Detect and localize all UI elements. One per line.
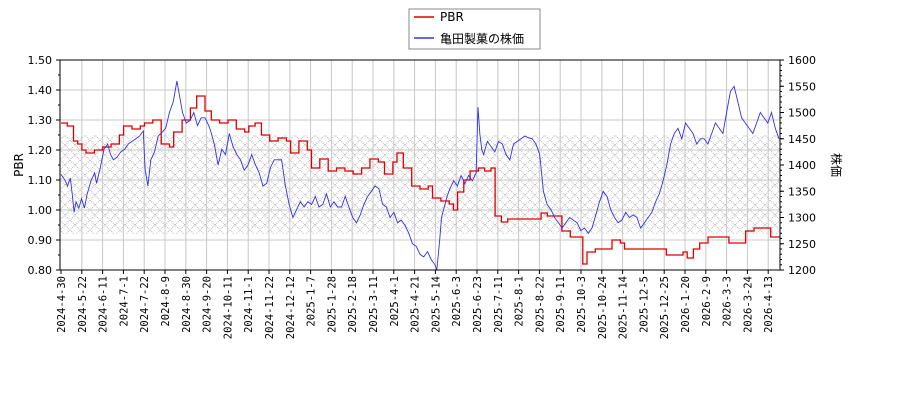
x-tick-label: 2025-12-25 [659,276,671,339]
left-y-tick-label: 1.20 [28,144,53,157]
right-y-axis: 1200 1250 1300 1350 1400 1450 1500 1550 1600 [780,54,816,277]
x-tick-label: 2025-3-11 [368,276,380,333]
right-y-tick-label: 1350 [788,185,816,198]
right-y-axis-title: 株価 [829,153,844,177]
left-y-tick-label: 1.40 [28,84,53,97]
x-tick-label: 2025-12-5 [638,276,650,333]
x-tick-label: 2025-8-22 [534,276,546,333]
x-tick-label: 2024-4-30 [56,276,68,333]
x-tick-label: 2024-6-11 [98,276,110,333]
x-tick-label: 2025-11-14 [618,276,630,339]
left-y-axis: 0.80 0.90 1.00 1.10 1.20 1.30 1.40 1.50 [28,54,60,277]
pbr-line [61,95,780,265]
left-y-tick-label: 1.00 [28,204,53,217]
legend-price-label: 亀田製菓の株価 [440,31,524,46]
legend-box [408,8,541,50]
x-tick-label: 2025-4-1 [389,276,401,327]
x-tick-label: 2025-5-14 [430,276,442,333]
x-tick-label: 2024-9-20 [202,276,214,333]
left-y-axis-title: PBR [12,153,26,177]
x-tick-label: 2024-11-22 [264,276,276,339]
right-y-tick-label: 1300 [788,212,816,225]
x-tick-label: 2026-3-3 [722,276,734,327]
right-y-tick-label: 1450 [788,133,816,146]
x-tick-label: 2025-8-1 [514,276,526,327]
x-tick-label: 2025-1-28 [326,276,338,333]
x-tick-label: 2024-12-12 [285,276,297,339]
x-tick-label: 2025-4-21 [410,276,422,333]
stock-price-line [60,80,780,270]
x-tick-label: 2025-10-3 [576,276,588,333]
right-y-tick-label: 1550 [788,80,816,93]
right-y-tick-label: 1400 [788,159,816,172]
x-axis: 2024-4-30 2024-5-22 2024-6-11 2024-7-1 2024-… [56,270,775,339]
x-tick-label: 2025-2-18 [347,276,359,333]
legend: PBR 亀田製菓の株価 [408,8,541,50]
right-y-tick-label: 1200 [788,264,816,277]
x-tick-label: 2024-8-9 [160,276,172,327]
left-y-tick-label: 1.50 [28,54,53,67]
left-y-tick-label: 0.80 [28,264,53,277]
right-y-tick-label: 1250 [788,238,816,251]
left-y-tick-label: 1.10 [28,174,53,187]
x-tick-label: 2025-9-11 [555,276,567,333]
x-tick-label: 2025-10-24 [597,276,609,339]
left-y-tick-label: 1.30 [28,114,53,127]
x-tick-label: 2026-4-13 [763,276,775,333]
grid-lines [60,60,780,270]
x-tick-label: 2024-11-1 [243,276,255,333]
x-tick-label: 2025-6-3 [451,276,463,327]
legend-pbr-label: PBR [440,10,464,24]
x-tick-label: 2024-7-22 [139,276,151,333]
x-tick-label: 2024-5-22 [77,276,89,333]
right-y-tick-label: 1500 [788,107,816,120]
x-tick-label: 2024-10-11 [222,276,234,339]
x-tick-label: 2026-2-9 [701,276,713,327]
x-tick-label: 2025-6-23 [472,276,484,333]
x-tick-label: 2025-7-11 [493,276,505,333]
x-tick-label: 2025-1-7 [306,276,318,327]
x-tick-label: 2024-8-30 [181,276,193,333]
x-tick-label: 2024-7-1 [118,276,130,327]
x-tick-label: 2026-3-24 [742,276,754,333]
data-series [60,80,780,270]
right-y-tick-label: 1600 [788,54,816,67]
hatched-band [60,135,780,234]
left-y-tick-label: 0.90 [28,234,53,247]
x-tick-label: 2026-1-20 [680,276,692,333]
